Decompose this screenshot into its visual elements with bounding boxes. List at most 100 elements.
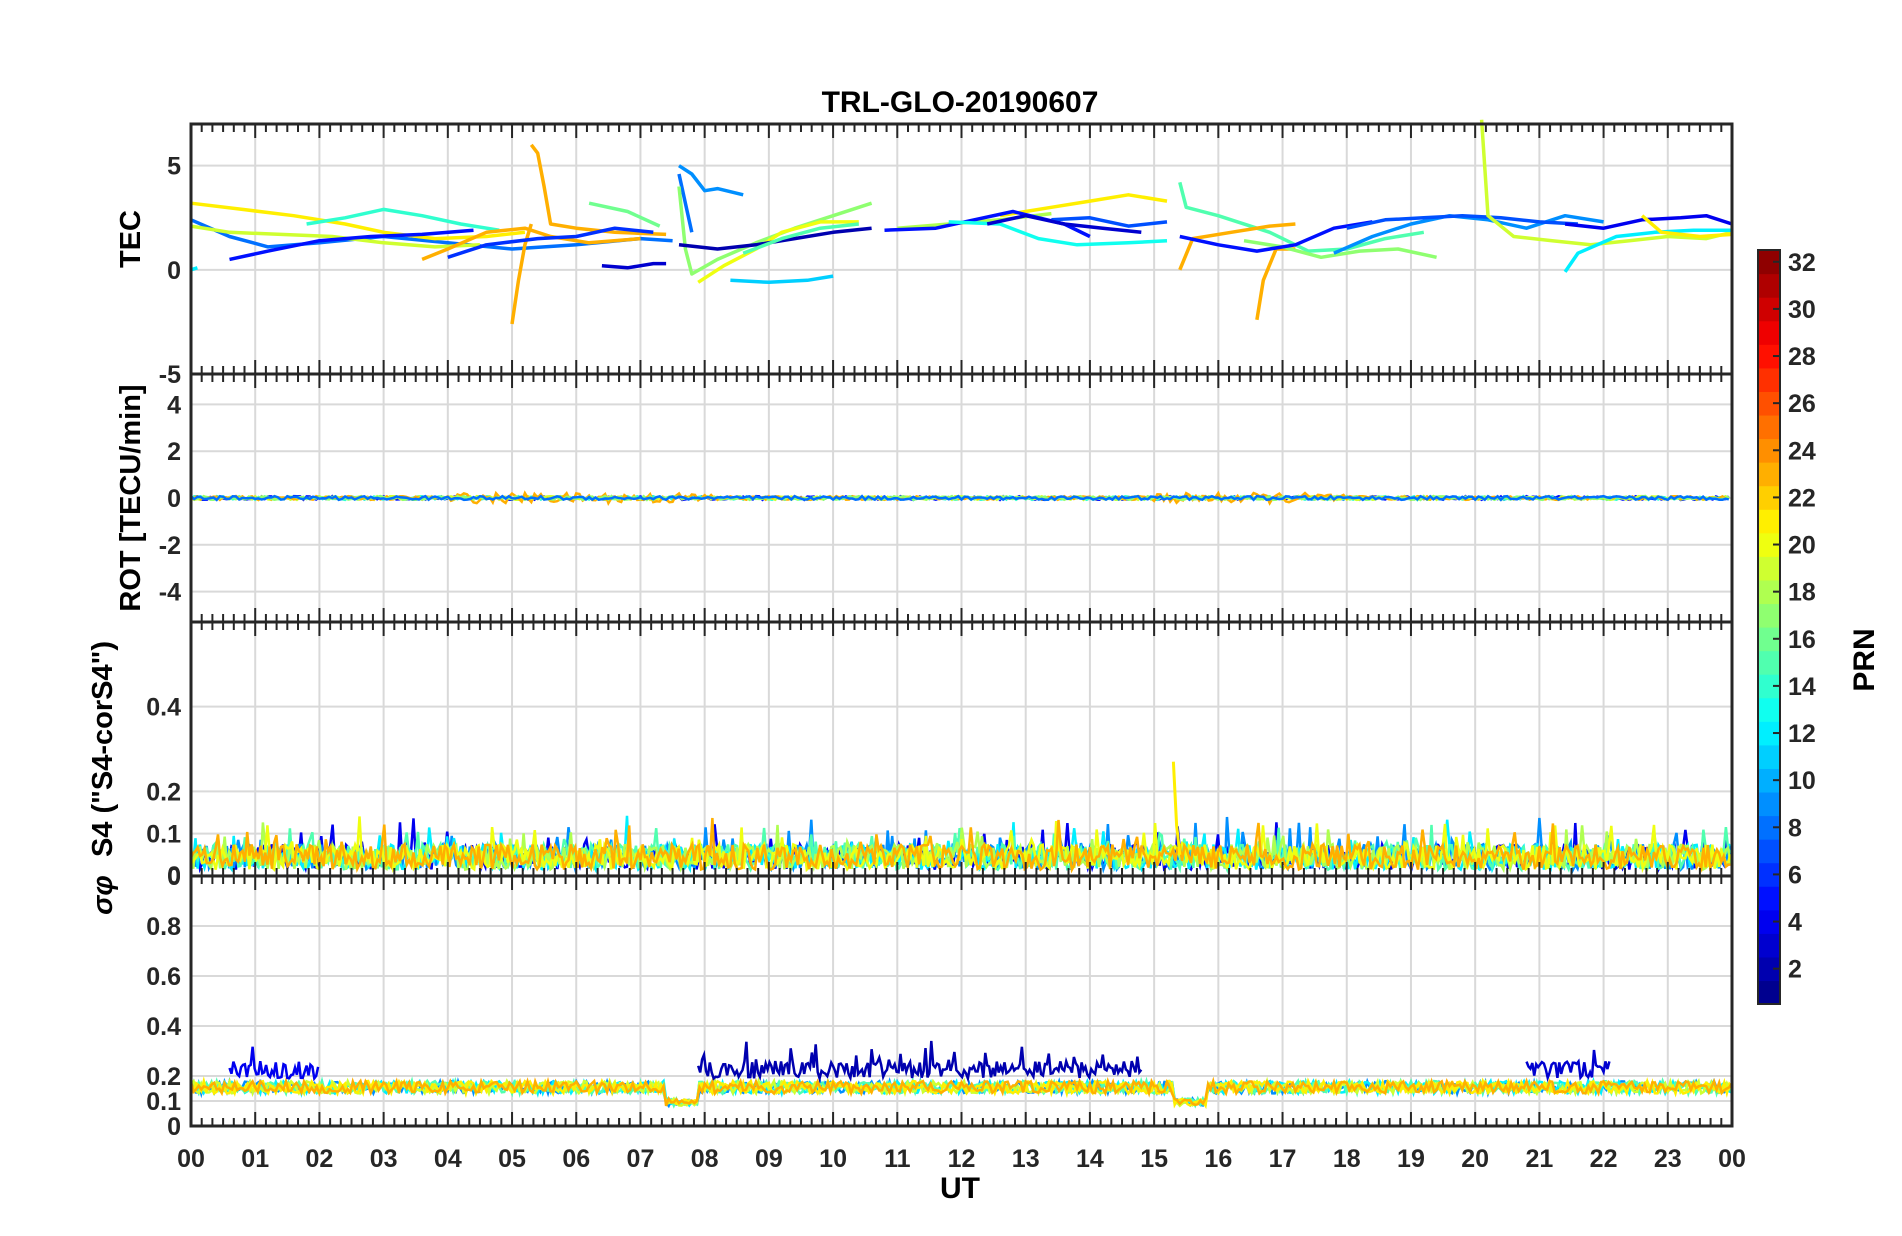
xtick-label-18: 18 [1333, 1145, 1361, 1173]
tec-series-prn-2-16 [678, 226, 872, 251]
ytick-label-sigma-1: 0.1 [146, 1088, 181, 1116]
colorbar-segment-30 [1758, 273, 1780, 298]
colorbar-frame [1757, 249, 1781, 1005]
ytick-label-sigma-2: 0.2 [146, 1063, 181, 1091]
colorbar-tick-label-5: 12 [1788, 720, 1816, 748]
tec-series-prn-17-28 [1243, 238, 1437, 260]
colorbar-segment-5 [1758, 862, 1780, 887]
colorbar-segment-1 [1758, 956, 1780, 982]
ytick-label-sigma-5: 0.8 [146, 913, 181, 941]
ytick-label-s4-1: 0 [167, 862, 181, 890]
colorbar-segment-31 [1758, 250, 1780, 275]
xtick-label-11: 11 [884, 1145, 911, 1173]
colorbar-segment-7 [1758, 815, 1780, 840]
colorbar-segment-19 [1758, 532, 1780, 557]
xtick-label-22: 22 [1590, 1145, 1618, 1173]
tec-series-prn-20-15 [697, 220, 859, 284]
xtick-label-24: 00 [1718, 1145, 1746, 1173]
tec-series-prn-19-32 [1479, 119, 1733, 247]
tec-series-prn-23-26 [1178, 222, 1296, 271]
tec-series-prn-17-14 [677, 186, 873, 276]
s4-spike-prn-21 [1171, 761, 1182, 855]
y-label-s4: S4 ("S4-corS4") [87, 641, 119, 857]
colorbar-segment-10 [1758, 744, 1780, 769]
tec-series-prn-7-23 [1051, 216, 1168, 228]
tec-series-prn-23-6 [421, 226, 641, 262]
colorbar-segment-20 [1758, 509, 1780, 534]
colorbar-segment-4 [1758, 886, 1780, 911]
tec-series-prn-12-33 [1563, 228, 1732, 273]
xtick-label-12: 12 [948, 1145, 976, 1173]
ytick-label-rot-3: 2 [167, 438, 181, 466]
tec-series-prn-23-8 [529, 143, 667, 237]
xtick-label-9: 09 [755, 1145, 783, 1173]
ytick-label-s4-2: 0.1 [146, 821, 181, 849]
tec-series-prn-16-10 [588, 201, 661, 228]
ytick-label-sigma-0: 0 [167, 1113, 181, 1141]
tec-series-prn-7-31 [1346, 213, 1578, 230]
xtick-label-7: 07 [627, 1145, 655, 1173]
xtick-label-0: 00 [177, 1145, 205, 1173]
xtick-label-19: 19 [1397, 1145, 1425, 1173]
ticks-layer: -505-4-2024000.10.20.400.10.20.40.60.800… [146, 124, 1746, 1173]
ytick-label-rot-2: 0 [167, 485, 181, 513]
y-label-tec: TEC [115, 210, 147, 268]
colorbar-segment-0 [1758, 980, 1780, 1005]
colorbar-segment-16 [1758, 603, 1780, 628]
tec-series-prn-14-4 [306, 207, 500, 232]
xtick-label-10: 10 [819, 1145, 847, 1173]
colorbar-segment-3 [1758, 909, 1780, 934]
colorbar-tick-label-3: 8 [1788, 814, 1802, 842]
colorbar-segment-22 [1758, 462, 1780, 487]
xtick-label-16: 16 [1204, 1145, 1232, 1173]
tec-series-prn-9-12 [678, 164, 744, 197]
rot-trace-prn-8 [190, 494, 1729, 502]
s4-trace-prn-23 [189, 817, 1731, 874]
colorbar-segment-26 [1758, 367, 1780, 392]
tec-series-prn-5-29 [1179, 220, 1373, 253]
colorbar-tick-label-10: 22 [1788, 484, 1816, 512]
colorbar-segment-24 [1758, 414, 1780, 440]
sigma-active-trace-0 [228, 1046, 320, 1082]
tec-series-prn-4-34 [1564, 213, 1733, 230]
colorbar-tick-label-15: 32 [1788, 249, 1816, 277]
tec-series-prn-23-27 [1255, 247, 1296, 321]
colorbar-segment-21 [1758, 485, 1780, 510]
tec-series-prn-15-25 [1178, 181, 1425, 253]
tec-series-prn-23-7 [510, 223, 533, 325]
xtick-label-4: 04 [434, 1145, 462, 1173]
xtick-label-23: 23 [1654, 1145, 1682, 1173]
tec-series-prn-11-17 [730, 274, 834, 285]
colorbar-tick-label-7: 16 [1788, 626, 1816, 654]
colorbar-tick-label-11: 24 [1788, 437, 1816, 465]
colorbar-tick-label-8: 18 [1788, 579, 1816, 607]
xtick-label-6: 06 [562, 1145, 590, 1173]
xtick-label-13: 13 [1012, 1145, 1040, 1173]
colorbar-segment-17 [1758, 579, 1780, 605]
xtick-label-17: 17 [1269, 1145, 1297, 1173]
ytick-label-sigma-3: 0.4 [146, 1013, 181, 1041]
xtick-label-15: 15 [1140, 1145, 1168, 1173]
ytick-label-rot-1: -2 [159, 532, 181, 560]
colorbar-tick-label-1: 4 [1788, 909, 1802, 937]
tec-series-prn-6-9 [447, 226, 654, 259]
ytick-label-s4-0: 0 [167, 863, 181, 891]
x-axis-label: UT [940, 1172, 980, 1205]
colorbar-segment-6 [1758, 839, 1780, 864]
xtick-label-5: 05 [498, 1145, 526, 1173]
colorbar-segment-11 [1758, 721, 1780, 746]
tec-series-prn-5-5 [229, 228, 474, 262]
colorbar-segment-2 [1758, 933, 1780, 958]
axis-labels-layer: UT TEC ROT [TECU/min] S4 ("S4-corS4") σφ [87, 210, 980, 1205]
tec-series-prn-8-13 [677, 173, 694, 233]
colorbar-segment-18 [1758, 556, 1780, 581]
colorbar-segment-14 [1758, 650, 1780, 675]
sigma-active-trace-1 [697, 1040, 1143, 1084]
ytick-label-rot-0: -4 [159, 579, 181, 607]
tec-series-prn-21-19 [999, 193, 1168, 218]
y-label-rot: ROT [TECU/min] [115, 384, 147, 611]
colorbar-segment-8 [1758, 791, 1780, 817]
colorbar-tick-label-12: 26 [1788, 390, 1816, 418]
ytick-label-tec-0: -5 [159, 361, 181, 389]
